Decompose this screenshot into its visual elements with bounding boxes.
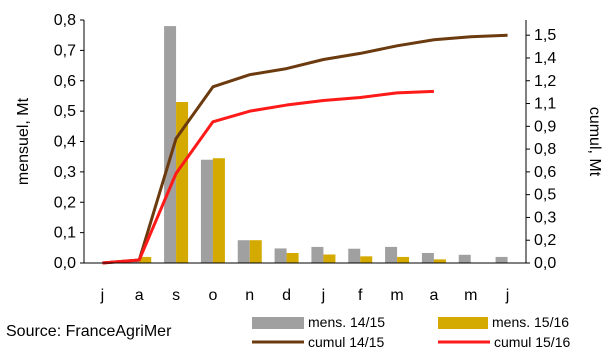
legend: Source: FranceAgriMer mens. 14/15 mens. 15… (6, 314, 570, 350)
left-tick-label: 0,8 (54, 12, 76, 29)
bar-mens-1516-1 (139, 256, 152, 263)
right-tick-label: 1,5 (534, 27, 556, 44)
right-tick-label: 0,8 (534, 141, 556, 158)
left-tick-label: 0,7 (54, 42, 76, 59)
right-tick-label: 0,2 (534, 232, 556, 249)
bar-mens-1516-2 (176, 102, 189, 263)
lines-layer (102, 33, 508, 265)
bar-mens-1516-5 (286, 252, 299, 263)
bar-mens-1415-11 (495, 256, 508, 263)
line-cumul-1415 (102, 33, 508, 265)
legend-label-mens-1415: mens. 14/15 (308, 314, 385, 330)
x-tick-label: m (464, 287, 477, 304)
x-tick-label: o (208, 287, 217, 304)
legend-swatch-mens-1516 (438, 317, 488, 329)
bar-mens-1516-7 (360, 256, 373, 263)
bar-mens-1415-3 (200, 159, 213, 263)
right-tick-label: 0,6 (534, 164, 556, 181)
bar-mens-1415-9 (421, 252, 434, 263)
line-cumul-1516 (102, 89, 434, 265)
right-tick-label: 1,1 (534, 96, 556, 113)
bar-mens-1516-9 (433, 259, 446, 263)
left-tick-label: 0,6 (54, 73, 76, 90)
bar-mens-1415-7 (348, 248, 361, 263)
right-tick-label: 0,0 (534, 255, 556, 272)
left-tick-label: 0,1 (54, 225, 76, 242)
bar-mens-1516-3 (212, 158, 225, 263)
bar-mens-1516-8 (397, 256, 410, 263)
legend-swatch-mens-1415 (252, 317, 304, 329)
bar-mens-1516-4 (249, 240, 262, 263)
bar-mens-1415-8 (385, 246, 398, 263)
right-tick-label: 1,4 (534, 50, 556, 67)
bars-layer (127, 26, 508, 263)
left-tick-label: 0,4 (54, 134, 76, 151)
right-tick-label: 0,9 (534, 118, 556, 135)
x-tick-label: j (100, 287, 105, 304)
legend-label-cumul-1415: cumul 14/15 (308, 334, 384, 350)
bar-mens-1415-6 (311, 246, 324, 263)
x-tick-label: a (135, 287, 144, 304)
right-tick-label: 0,5 (534, 187, 556, 204)
left-tick-label: 0,2 (54, 194, 76, 211)
bar-mens-1415-2 (164, 26, 177, 263)
bar-mens-1415-4 (237, 240, 250, 263)
left-tick-label: 0,5 (54, 103, 76, 120)
x-tick-label: f (358, 287, 363, 304)
bar-mens-1415-1 (127, 261, 140, 263)
left-tick-label: 0,0 (54, 255, 76, 272)
x-tick-label: n (245, 287, 254, 304)
legend-label-mens-1516: mens. 15/16 (492, 314, 569, 330)
x-tick-label: d (282, 287, 291, 304)
source-note: Source: FranceAgriMer (6, 323, 172, 340)
bar-mens-1415-5 (274, 248, 287, 263)
y-axis-title-right: cumul, Mt (586, 107, 603, 177)
y-axis-title-left: mensuel, Mt (15, 97, 32, 185)
right-tick-label: 0,3 (534, 209, 556, 226)
x-tick-label: j (321, 287, 326, 304)
bar-mens-1415-10 (458, 254, 471, 263)
right-tick-label: 1,2 (534, 73, 556, 90)
axes-layer: 0,0 0,1 0,2 0,3 0,4 0,5 0,6 0,7 0,8 0,0 0,2 0,3 0,5 0… (15, 12, 603, 304)
bar-mens-1516-6 (323, 254, 336, 263)
x-tick-label: a (429, 287, 438, 304)
x-tick-label: s (172, 287, 180, 304)
left-tick-label: 0,3 (54, 164, 76, 181)
legend-label-cumul-1516: cumul 15/16 (494, 334, 570, 350)
x-tick-label: j (505, 287, 510, 304)
x-tick-label: m (390, 287, 403, 304)
